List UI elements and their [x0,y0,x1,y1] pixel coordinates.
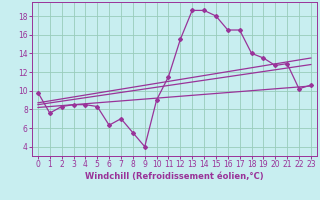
X-axis label: Windchill (Refroidissement éolien,°C): Windchill (Refroidissement éolien,°C) [85,172,264,181]
